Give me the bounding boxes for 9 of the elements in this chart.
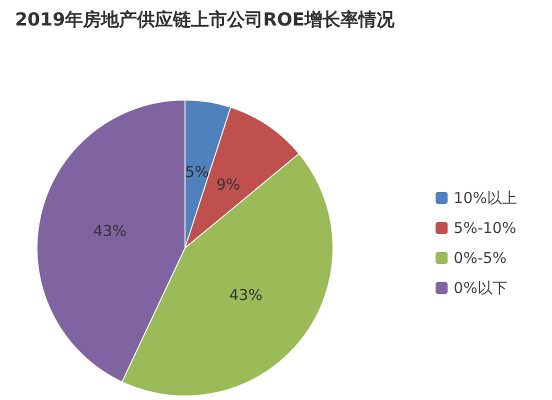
legend-label: 0%以下 — [454, 279, 508, 297]
data-label: 43% — [229, 286, 263, 304]
data-label: 5% — [185, 162, 209, 181]
legend-label: 0%-5% — [454, 249, 507, 267]
chart-title: 2019年房地产供应链上市公司ROE增长率情况 — [15, 10, 396, 30]
data-label: 9% — [216, 175, 240, 194]
data-label: 43% — [93, 222, 127, 240]
legend-label: 10%以上 — [454, 189, 518, 207]
legend-label: 5%-10% — [454, 219, 516, 237]
